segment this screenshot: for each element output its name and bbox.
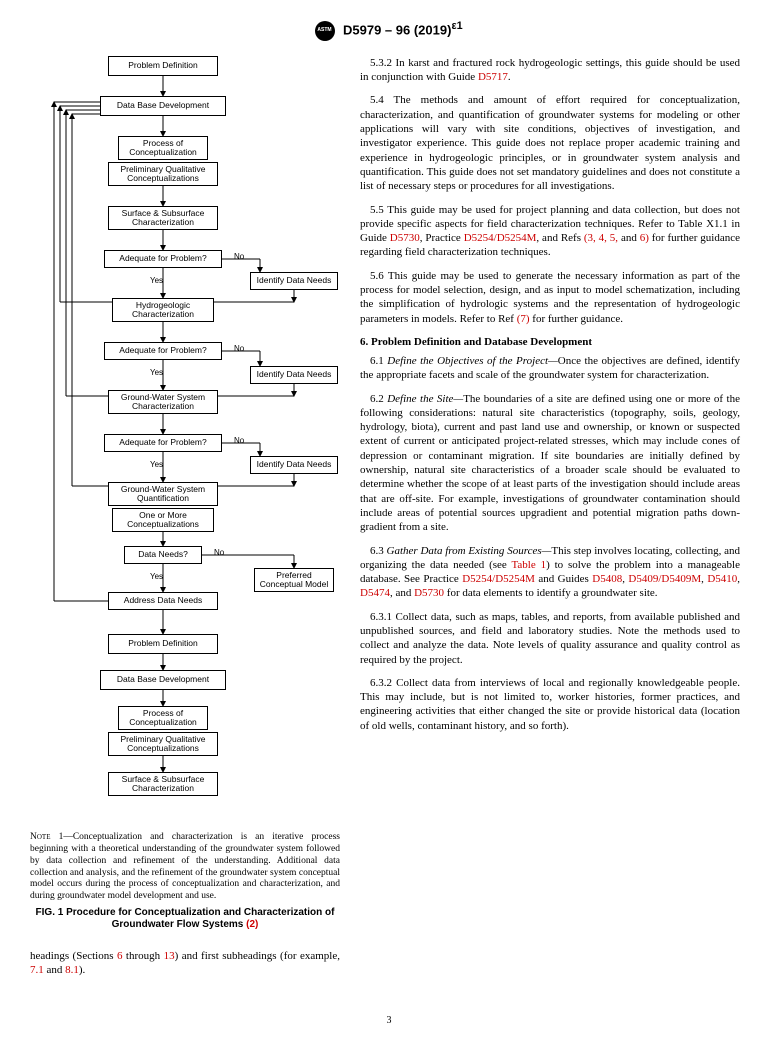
designation: D5979 – 96 (2019): [343, 22, 451, 37]
flowchart-box: Address Data Needs: [108, 592, 218, 610]
para-6-3-2: 6.3.2 Collect data from interviews of lo…: [360, 676, 740, 733]
flowchart-box: Adequate for Problem?: [104, 434, 222, 452]
link-d5730[interactable]: D5730: [390, 232, 420, 244]
note-1: Note 1—Conceptualization and characteriz…: [30, 832, 340, 903]
link-refs-345[interactable]: (3, 4, 5,: [584, 232, 618, 244]
flowchart-box: Problem Definition: [108, 634, 218, 654]
link-7-1[interactable]: 7.1: [30, 964, 44, 976]
flowchart-label: No: [234, 344, 244, 353]
link-sec-13[interactable]: 13: [164, 950, 175, 962]
flowchart-label: Yes: [150, 276, 163, 285]
fig-caption-ref: (2): [246, 919, 258, 930]
page-number: 3: [387, 1015, 392, 1026]
link-table-1[interactable]: Table 1: [511, 559, 546, 571]
page-header: D5979 – 96 (2019)ε1: [30, 20, 748, 41]
para-5-3-2: 5.3.2 In karst and fractured rock hydrog…: [360, 56, 740, 85]
link-d5409[interactable]: D5409/D5409M: [628, 573, 701, 585]
astm-logo-icon: [315, 21, 335, 41]
designation-sup: ε1: [451, 20, 462, 32]
link-d5717[interactable]: D5717: [478, 71, 508, 83]
continued-sentence: headings (Sections 6 through 13) and fir…: [30, 949, 340, 978]
flowchart-box: Adequate for Problem?: [104, 250, 222, 268]
flowchart-box: Data Base Development: [100, 670, 226, 690]
para-6-3: 6.3 Gather Data from Existing Sources—Th…: [360, 544, 740, 601]
flowchart-box: Identify Data Needs: [250, 456, 338, 474]
para-6-2: 6.2 Define the Site—The boundaries of a …: [360, 392, 740, 535]
note-text: Conceptualization and characterization i…: [30, 832, 340, 901]
section-6-heading: 6. Problem Definition and Database Devel…: [360, 336, 740, 348]
flowchart-box: Adequate for Problem?: [104, 342, 222, 360]
link-d5474[interactable]: D5474: [360, 587, 390, 599]
flowchart-box: Preliminary Qualitative Conceptualizatio…: [108, 162, 218, 186]
link-d5730b[interactable]: D5730: [414, 587, 444, 599]
link-ref-7[interactable]: (7): [517, 313, 530, 325]
flowchart-label: Yes: [150, 460, 163, 469]
flowchart-box: Ground-Water System Characterization: [108, 390, 218, 414]
flowchart-label: No: [234, 436, 244, 445]
flowchart-box: Process of Conceptualization: [118, 136, 208, 160]
para-5-4: 5.4 The methods and amount of effort req…: [360, 93, 740, 193]
link-8-1[interactable]: 8.1: [65, 964, 79, 976]
fig-caption-l2: Groundwater Flow Systems: [112, 919, 246, 930]
flowchart-box: Hydrogeologic Characterization: [112, 298, 214, 322]
flowchart-label: Yes: [150, 572, 163, 581]
flowchart-box: Process of Conceptualization: [118, 706, 208, 730]
flowchart-box: One or More Conceptualizations: [112, 508, 214, 532]
link-d5254[interactable]: D5254/D5254M: [464, 232, 537, 244]
flowchart-box: Identify Data Needs: [250, 272, 338, 290]
flowchart-box: Data Needs?: [124, 546, 202, 564]
link-d5408[interactable]: D5408: [592, 573, 622, 585]
flowchart-box: Identify Data Needs: [250, 366, 338, 384]
flowchart-label: Yes: [150, 368, 163, 377]
flowchart-box: Data Base Development: [100, 96, 226, 116]
flowchart-box: Problem Definition: [108, 56, 218, 76]
flowchart-box: Preliminary Qualitative Conceptualizatio…: [108, 732, 218, 756]
flowchart-label: No: [234, 252, 244, 261]
link-d5254b[interactable]: D5254/D5254M: [462, 573, 535, 585]
para-6-3-1: 6.3.1 Collect data, such as maps, tables…: [360, 610, 740, 667]
para-6-1: 6.1 Define the Objectives of the Project…: [360, 354, 740, 383]
flowchart: Problem Definition Data Base Development P…: [30, 56, 340, 826]
fig-caption-l1: FIG. 1 Procedure for Conceptualization a…: [36, 907, 335, 918]
flowchart-box: Surface & Subsurface Characterization: [108, 206, 218, 230]
para-5-6: 5.6 This guide may be used to generate t…: [360, 269, 740, 326]
link-d5410[interactable]: D5410: [707, 573, 737, 585]
link-ref-6[interactable]: 6): [640, 232, 649, 244]
flowchart-box: Ground-Water System Quantification: [108, 482, 218, 506]
fig-1-caption: FIG. 1 Procedure for Conceptualization a…: [30, 907, 340, 931]
para-5-5: 5.5 This guide may be used for project p…: [360, 203, 740, 260]
note-label: Note 1—: [30, 832, 73, 842]
flowchart-label: No: [214, 548, 224, 557]
flowchart-box: Preferred Conceptual Model: [254, 568, 334, 592]
flowchart-box: Surface & Subsurface Characterization: [108, 772, 218, 796]
